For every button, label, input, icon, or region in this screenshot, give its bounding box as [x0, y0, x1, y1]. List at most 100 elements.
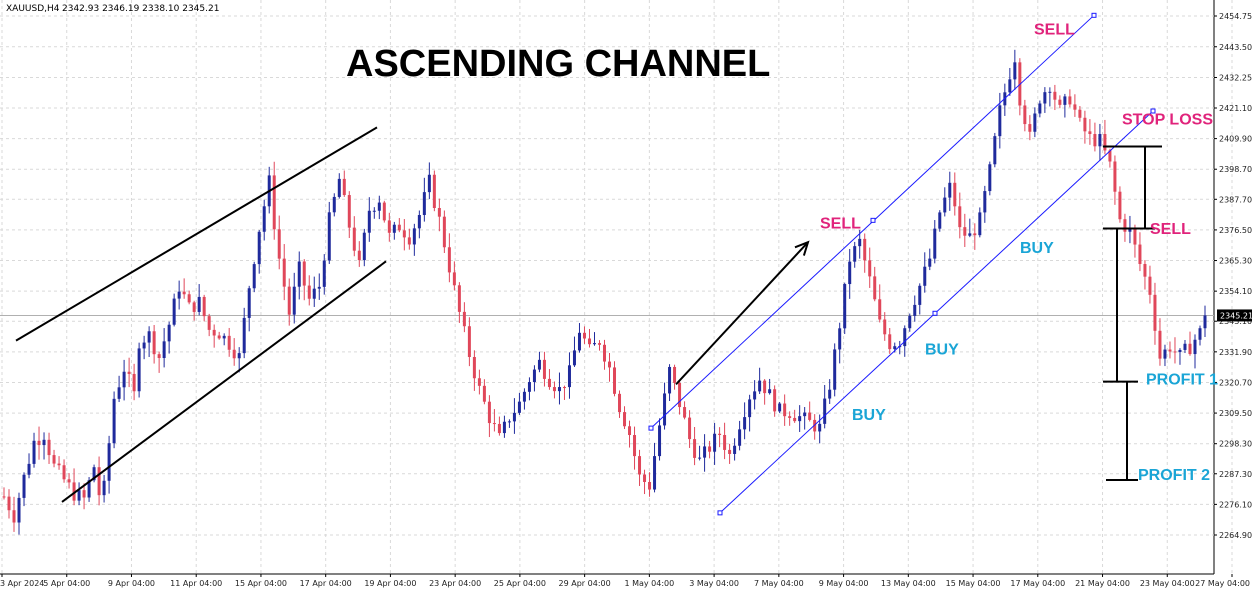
bull-candle: [412, 228, 416, 245]
bear-candle: [497, 423, 501, 434]
bull-candle: [572, 350, 576, 366]
bull-candle: [743, 417, 747, 430]
time-tick-label: 15 Apr 04:00: [235, 579, 287, 588]
bear-candle: [1133, 227, 1137, 245]
bull-candle: [943, 197, 947, 213]
bull-candle: [297, 261, 301, 287]
time-tick-label: 1 May 04:00: [624, 579, 674, 588]
bear-candle: [718, 433, 722, 435]
bull-candle: [237, 353, 241, 359]
bear-candle: [212, 329, 216, 336]
bull-candle: [197, 296, 201, 312]
bull-candle: [252, 264, 256, 289]
bear-candle: [1158, 330, 1162, 359]
price-tick-label: 2343.10: [1219, 317, 1252, 326]
bear-candle: [1148, 276, 1152, 295]
bear-candle: [2, 496, 6, 498]
bear-candle: [582, 332, 586, 339]
bull-candle: [913, 304, 917, 316]
bull-candle: [738, 429, 742, 446]
bear-candle: [1053, 91, 1057, 100]
bull-candle: [247, 288, 251, 318]
bear-candle: [1103, 134, 1107, 151]
bear-candle: [868, 260, 872, 277]
bull-candle: [137, 348, 141, 392]
bear-candle: [152, 331, 156, 355]
trend-arrow-line: [675, 241, 809, 386]
bull-candle: [322, 260, 326, 287]
time-tick-label: 23 May 04:00: [1140, 579, 1195, 588]
bull-candle: [1098, 134, 1102, 147]
bull-candle: [703, 446, 707, 458]
bear-candle: [873, 276, 877, 300]
bear-candle: [347, 195, 351, 228]
bear-candle: [482, 385, 486, 402]
bear-candle: [452, 272, 456, 286]
bull-candle: [983, 191, 987, 213]
bull-candle: [242, 317, 246, 354]
bear-candle: [82, 490, 86, 498]
bear-candle: [1153, 294, 1157, 331]
bull-candle: [292, 286, 296, 315]
bull-candle: [22, 474, 26, 498]
price-tick-label: 2432.25: [1219, 74, 1252, 83]
bear-candle: [387, 220, 391, 233]
bear-candle: [808, 412, 812, 420]
bull-candle: [167, 324, 171, 342]
price-tick-label: 2309.50: [1219, 409, 1252, 418]
bull-candle: [948, 182, 952, 198]
current-price-box: [1217, 309, 1252, 322]
bull-candle: [1033, 113, 1037, 132]
annotation-label: PROFIT 2: [1138, 467, 1210, 484]
bear-candle: [307, 285, 311, 299]
bull-candle: [522, 391, 526, 402]
channel-handle: [648, 425, 654, 431]
bull-candle: [798, 416, 802, 422]
bear-candle: [1088, 131, 1092, 135]
bull-candle: [222, 335, 226, 339]
bear-candle: [287, 286, 291, 315]
bear-candle: [352, 227, 356, 251]
bear-candle: [693, 439, 697, 458]
bull-candle: [733, 445, 737, 454]
bear-candle: [57, 463, 61, 466]
bull-candle: [142, 342, 146, 349]
bull-candle: [833, 349, 837, 390]
bull-candle: [1128, 227, 1132, 232]
bull-candle: [748, 399, 752, 418]
bull-candle: [968, 233, 972, 236]
bear-candle: [272, 175, 276, 230]
bear-candle: [72, 482, 76, 501]
channel-handle: [1150, 108, 1156, 114]
bear-candle: [552, 387, 556, 392]
bull-candle: [858, 238, 862, 247]
price-tick-label: 2376.50: [1219, 226, 1252, 235]
bull-candle: [1063, 96, 1067, 105]
bull-candle: [172, 298, 176, 325]
bull-candle: [327, 212, 331, 261]
time-tick-label: 3 Apr 2024: [0, 579, 44, 588]
price-tick-label: 2398.70: [1219, 165, 1252, 174]
current-price-label: 2345.21: [1220, 311, 1252, 320]
bull-candle: [337, 178, 341, 197]
bull-candle: [843, 284, 847, 329]
bear-candle: [1073, 104, 1077, 110]
chart-title: ASCENDING CHANNEL: [346, 43, 770, 85]
bear-candle: [643, 474, 647, 482]
price-tick-label: 2331.90: [1219, 348, 1252, 357]
bear-candle: [7, 496, 11, 511]
bull-candle: [147, 331, 151, 343]
bear-candle: [277, 229, 281, 259]
symbol-header: XAUUSD,H4: [6, 4, 60, 14]
channel-handle: [870, 217, 876, 223]
bull-candle: [427, 174, 431, 193]
bear-candle: [542, 359, 546, 379]
bear-candle: [723, 434, 727, 450]
annotation-label: BUY: [925, 341, 959, 358]
price-tick-label: 2443.50: [1219, 43, 1252, 52]
bear-candle: [708, 446, 712, 452]
bull-candle: [537, 359, 541, 370]
bull-candle: [367, 210, 371, 233]
